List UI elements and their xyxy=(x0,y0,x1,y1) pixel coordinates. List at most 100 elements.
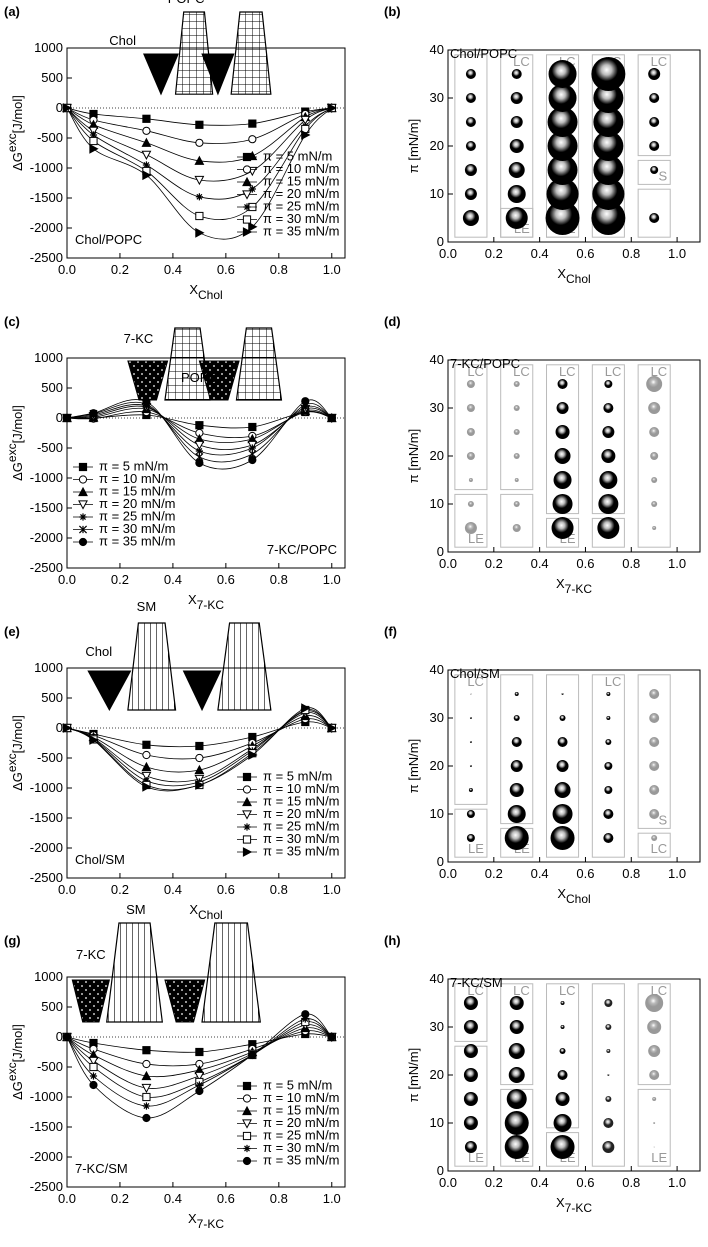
x-tick-label: 0.4 xyxy=(164,1191,182,1206)
bubble xyxy=(651,477,658,483)
legend-marker xyxy=(242,152,252,162)
x-tick-label: 1.0 xyxy=(668,866,686,881)
bubble xyxy=(469,741,472,743)
phase-region xyxy=(546,1132,580,1167)
bubble xyxy=(653,1146,655,1148)
marker xyxy=(89,409,98,418)
bubble xyxy=(603,1118,614,1128)
phase-region xyxy=(500,674,534,825)
legend-marker xyxy=(242,835,252,844)
marker xyxy=(248,1050,257,1060)
bubble xyxy=(605,1096,612,1102)
x-label-sub: Chol xyxy=(566,272,591,286)
bubble xyxy=(555,1092,570,1106)
bubble xyxy=(506,1089,527,1109)
y-tick-label: 0 xyxy=(437,854,444,869)
legend-label: π = 25 mN/m xyxy=(263,1128,340,1143)
x-axis-label: X7-KC xyxy=(556,1195,592,1215)
y-axis-label: ΔGexc[J/mol] xyxy=(5,715,25,791)
bubble xyxy=(649,427,660,437)
annotation: 7-KC/POPC xyxy=(267,542,337,557)
region-label: LC xyxy=(651,364,668,379)
marker xyxy=(195,193,203,201)
legend-label: π = 15 mN/m xyxy=(263,174,340,189)
phase-region xyxy=(637,674,671,829)
region-label: S xyxy=(659,812,668,827)
bubble xyxy=(548,84,577,112)
cartoon-label: POPC xyxy=(168,0,205,6)
bubble xyxy=(606,692,611,696)
x-tick-label: 0.8 xyxy=(270,1191,288,1206)
y-label-sup: exc xyxy=(5,753,19,772)
bubble xyxy=(593,131,624,161)
marker xyxy=(195,421,204,430)
marker xyxy=(88,1056,99,1067)
bubble xyxy=(602,426,615,438)
bubble xyxy=(548,60,577,88)
bubble xyxy=(652,1097,657,1101)
phase-region xyxy=(637,364,671,548)
y-tick-label: 10 xyxy=(430,186,444,201)
phase-region xyxy=(546,674,580,858)
y-label-unit: [J/mol] xyxy=(10,95,25,133)
y-tick-label: 0 xyxy=(56,1029,63,1044)
marker xyxy=(195,1047,204,1057)
y-tick-label: 0 xyxy=(437,1163,444,1178)
marker xyxy=(300,115,311,126)
marker xyxy=(142,161,151,169)
x-tick-label: 0.2 xyxy=(111,882,129,897)
bubble xyxy=(603,403,614,413)
marker xyxy=(327,1032,336,1042)
legend-marker xyxy=(243,203,251,211)
cartoon-head xyxy=(182,670,222,712)
x-tick-label: 1.0 xyxy=(668,1175,686,1190)
x-tick-label: 0.6 xyxy=(576,556,594,571)
panel-label: (g) xyxy=(4,933,21,948)
legend-marker xyxy=(242,772,252,782)
y-label-sup: exc xyxy=(5,1062,19,1081)
bubble xyxy=(591,201,626,235)
marker xyxy=(89,735,99,745)
marker xyxy=(89,131,98,139)
y-tick-label: 30 xyxy=(430,90,444,105)
legend-label: π = 15 mN/m xyxy=(263,794,340,809)
region-label: LC xyxy=(559,364,576,379)
phase-region xyxy=(454,54,488,238)
plot-frame xyxy=(66,976,346,1188)
bubble xyxy=(470,693,472,695)
y-axis-label: π [mN/m] xyxy=(406,119,421,173)
bubble xyxy=(591,57,626,91)
region-label: LC xyxy=(559,983,576,998)
cartoon-label: Chol xyxy=(85,644,112,659)
y-tick-label: 40 xyxy=(430,662,444,677)
x-tick-label: 0.0 xyxy=(58,1191,76,1206)
bubble xyxy=(554,448,571,464)
marker xyxy=(89,136,98,146)
cartoon-label: POPC xyxy=(181,370,218,385)
y-tick-label: -2000 xyxy=(30,220,63,235)
marker xyxy=(142,777,151,785)
region-label: LC xyxy=(513,983,530,998)
legend-marker xyxy=(78,537,88,547)
bubble xyxy=(593,107,624,137)
y-tick-label: 10 xyxy=(430,1115,444,1130)
x-label-sub: 7-KC xyxy=(197,598,225,612)
legend-marker xyxy=(78,462,88,472)
bubble xyxy=(651,835,658,841)
x-label-sub: Chol xyxy=(566,892,591,906)
annotation: 7-KC/SM xyxy=(75,1161,128,1176)
bubble xyxy=(510,116,523,128)
bubble xyxy=(469,717,472,719)
x-label-sub: Chol xyxy=(198,288,223,302)
legend-label: π = 10 mN/m xyxy=(99,471,176,486)
y-tick-label: 20 xyxy=(430,138,444,153)
x-tick-label: 0.6 xyxy=(217,1191,235,1206)
y-tick-label: 30 xyxy=(430,1019,444,1034)
phase-region xyxy=(454,674,488,805)
x-label-main: X xyxy=(557,886,566,901)
cartoon-head xyxy=(143,53,179,96)
bubble xyxy=(466,834,475,842)
marker xyxy=(195,741,204,751)
bubble xyxy=(599,471,618,489)
bubble xyxy=(648,68,661,80)
